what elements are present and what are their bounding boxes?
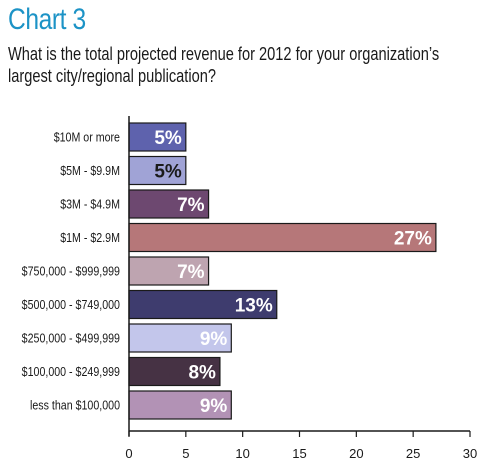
x-tick-label: 15 <box>292 446 306 461</box>
category-label: $3M - $4.9M <box>60 196 120 211</box>
bar <box>128 256 210 286</box>
category-label: $250,000 - $499,999 <box>22 330 121 345</box>
bar-value-label: 8% <box>188 363 216 384</box>
bar-value-label: 9% <box>200 396 228 417</box>
bar-value-label: 5% <box>154 128 182 149</box>
x-tick-label: 5 <box>182 446 189 461</box>
bar <box>128 222 437 253</box>
category-label: $5M - $9.9M <box>60 163 120 178</box>
bar-value-label: 7% <box>177 195 205 216</box>
bar-value-label: 7% <box>177 262 205 283</box>
chart-number-title: Chart 3 <box>8 3 86 36</box>
x-tick-label: 0 <box>125 446 132 461</box>
chart-question: What is the total projected revenue for … <box>8 43 466 87</box>
category-label: $1M - $2.9M <box>60 230 120 245</box>
chart-question-line-1: What is the total projected revenue for … <box>8 43 440 64</box>
bar <box>128 122 187 152</box>
category-label: $750,000 - $999,999 <box>22 263 121 278</box>
bar-value-label: 9% <box>200 329 228 350</box>
category-label: less than $100,000 <box>30 397 120 412</box>
bar-value-label: 5% <box>154 162 182 183</box>
bar-value-label: 13% <box>235 296 273 317</box>
x-tick-label: 30 <box>463 446 477 461</box>
x-tick-label: 10 <box>235 446 249 461</box>
category-label: $10M or more <box>54 129 121 144</box>
category-label: $500,000 - $749,000 <box>22 297 121 312</box>
bar <box>128 390 232 420</box>
bar <box>128 323 232 353</box>
x-tick-label: 25 <box>406 446 420 461</box>
bar <box>128 356 221 387</box>
bar-value-label: 27% <box>394 229 432 250</box>
x-tick-label: 20 <box>349 446 363 461</box>
bar <box>128 289 278 320</box>
category-label: $100,000 - $249,999 <box>22 364 121 379</box>
chart-question-line-2: largest city/regional publication? <box>8 65 216 86</box>
